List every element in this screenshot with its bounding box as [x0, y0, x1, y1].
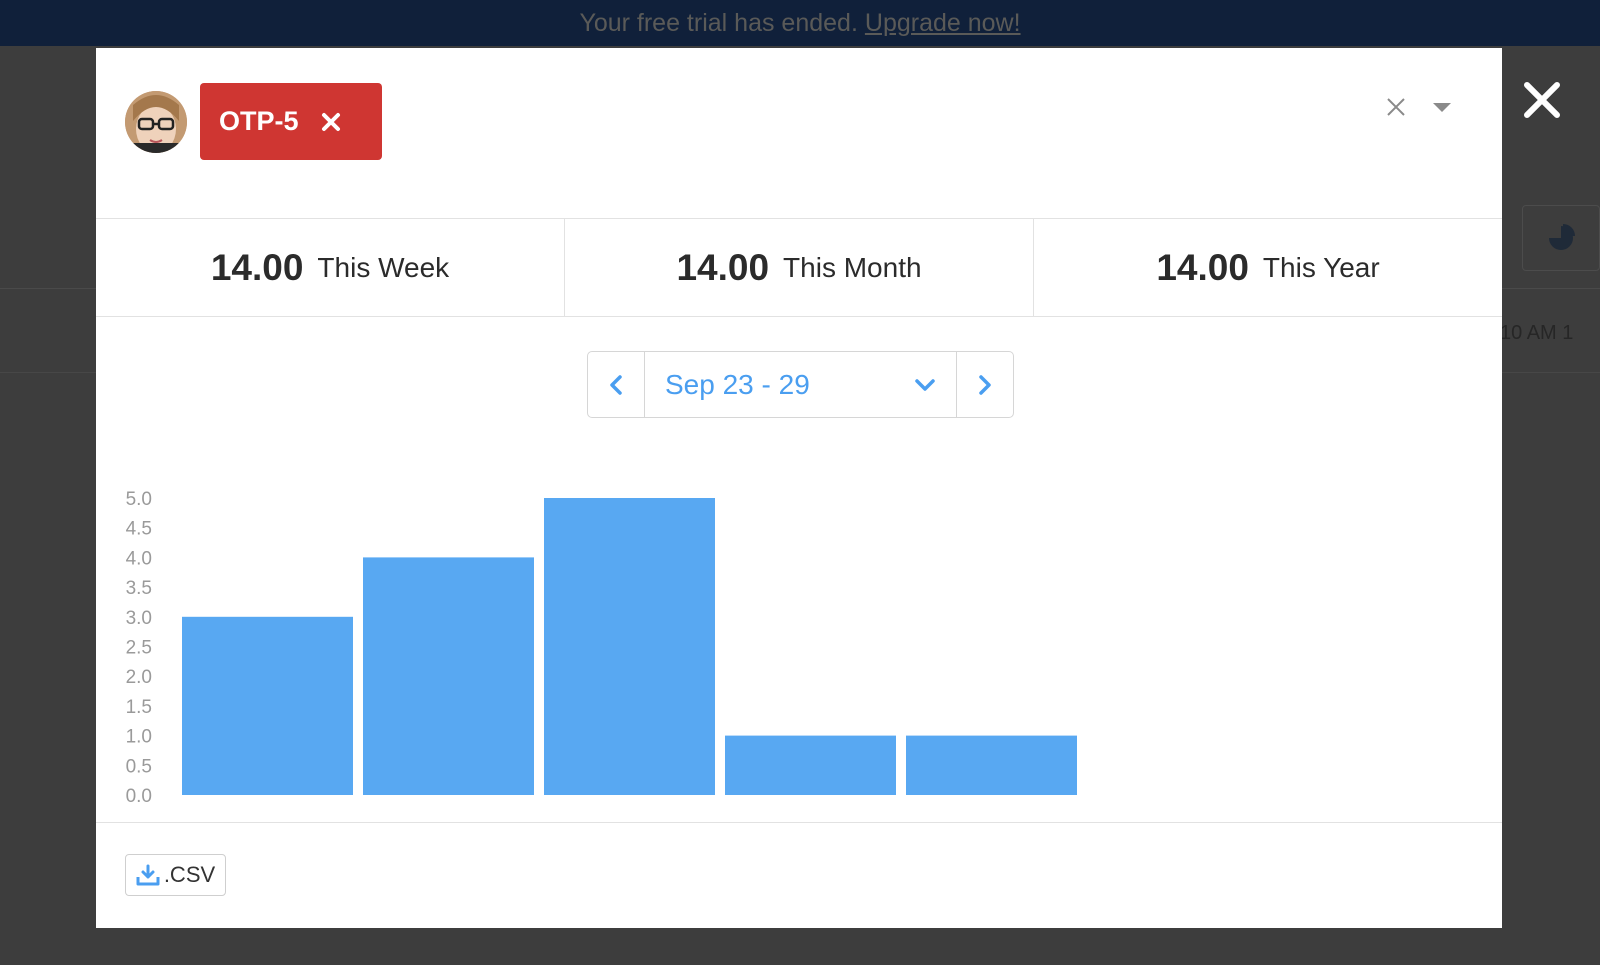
chart-bar[interactable]: [363, 557, 534, 795]
y-tick-label: 3.0: [126, 608, 152, 629]
chart-bar[interactable]: [906, 735, 1077, 795]
avatar: [125, 91, 187, 153]
y-tick-label: 1.5: [126, 697, 152, 718]
pie-chart-icon: [1549, 224, 1575, 250]
stat-this-month: 14.00 This Month: [564, 219, 1033, 316]
background-chart-toggle: [1522, 205, 1600, 271]
report-modal: OTP-5 14.00 This Week 14.00 This Month 1…: [96, 48, 1502, 928]
stat-this-year: 14.00 This Year: [1033, 219, 1502, 316]
bar-chart: 0.00.51.01.52.02.53.03.54.04.55.0Sep 23S…: [96, 428, 1502, 808]
bar-chart-svg: 0.00.51.01.52.02.53.03.54.04.55.0Sep 23S…: [126, 489, 1077, 807]
stat-value: 14.00: [676, 246, 770, 288]
next-range-button[interactable]: [956, 352, 1013, 417]
chart-bar[interactable]: [544, 498, 715, 795]
caret-down-icon[interactable]: [1431, 100, 1453, 114]
background-time-label: 10 AM 1: [1500, 322, 1574, 344]
chevron-right-icon: [979, 374, 991, 395]
y-tick-label: 3.5: [126, 578, 152, 599]
date-range-label: Sep 23 - 29: [665, 368, 810, 400]
date-range-select[interactable]: Sep 23 - 29: [645, 352, 956, 417]
y-tick-label: 4.0: [126, 548, 152, 569]
filter-tag-label: OTP-5: [219, 106, 299, 136]
stat-label: This Year: [1262, 251, 1380, 283]
date-range-navigator: Sep 23 - 29: [587, 351, 1014, 418]
chart-bar[interactable]: [725, 735, 896, 795]
y-tick-label: 2.0: [126, 667, 152, 688]
modal-header: OTP-5: [96, 48, 1502, 218]
y-tick-label: 5.0: [126, 489, 152, 510]
stat-value: 14.00: [1156, 246, 1249, 288]
y-tick-label: 0.5: [126, 756, 152, 777]
remove-tag-icon[interactable]: [321, 112, 341, 132]
stat-label: This Month: [783, 251, 922, 283]
clear-icon[interactable]: [1385, 96, 1407, 118]
stat-this-week: 14.00 This Week: [96, 219, 564, 316]
filter-tag: OTP-5: [200, 83, 382, 160]
y-tick-label: 0.0: [126, 786, 152, 807]
close-icon[interactable]: [1522, 80, 1562, 120]
upgrade-link[interactable]: Upgrade now!: [864, 8, 1021, 37]
y-tick-label: 1.0: [126, 727, 152, 748]
chevron-down-icon: [915, 378, 935, 391]
download-csv-button[interactable]: .CSV: [125, 854, 226, 896]
chart-bar[interactable]: [182, 616, 353, 795]
stat-value: 14.00: [210, 246, 304, 288]
stats-bar: 14.00 This Week 14.00 This Month 14.00 T…: [96, 218, 1502, 317]
chevron-left-icon: [610, 374, 622, 395]
stat-label: This Week: [317, 251, 450, 283]
download-csv-label: .CSV: [163, 862, 216, 887]
download-icon: [136, 864, 160, 886]
trial-banner: Your free trial has ended. Upgrade now!: [0, 0, 1600, 46]
y-tick-label: 4.5: [126, 519, 152, 540]
previous-range-button[interactable]: [588, 352, 645, 417]
y-tick-label: 2.5: [126, 638, 152, 659]
trial-banner-text: Your free trial has ended.: [579, 8, 858, 37]
modal-footer: .CSV: [96, 822, 1502, 928]
